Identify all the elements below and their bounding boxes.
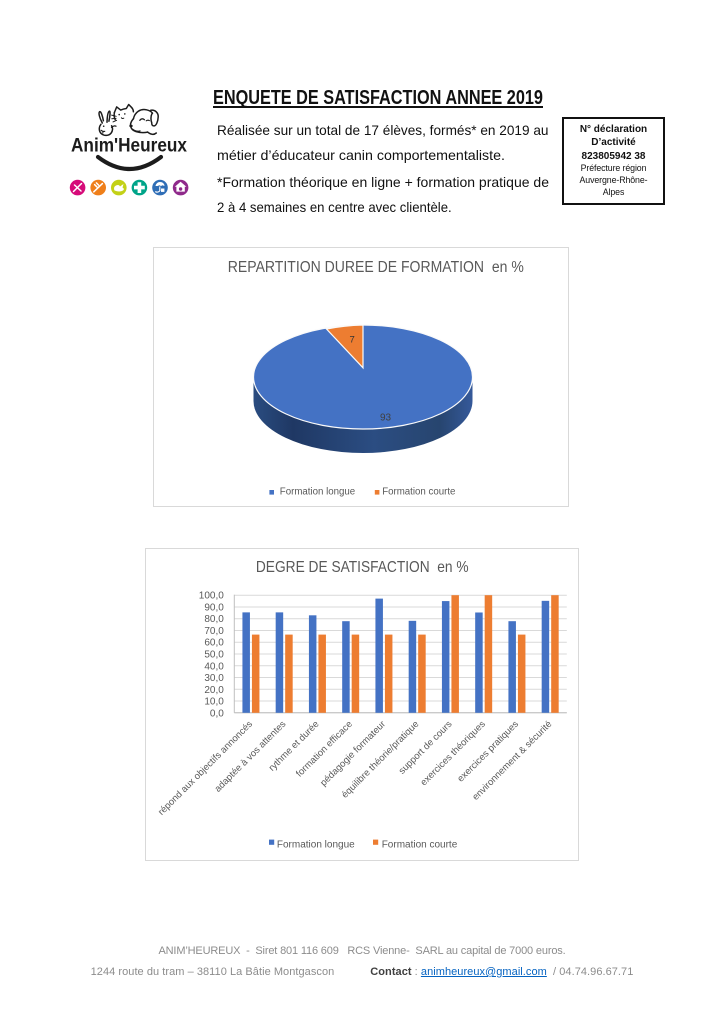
svg-text:exercices pratiques: exercices pratiques [455,719,521,785]
svg-text:60,0: 60,0 [204,638,224,649]
svg-text:7: 7 [350,335,355,346]
svg-text:10,0: 10,0 [204,697,224,708]
svg-text:100,0: 100,0 [199,591,224,602]
svg-text:Formation courte: Formation courte [382,840,458,851]
svg-text:93: 93 [380,413,392,424]
svg-text:Anim'Heureux: Anim'Heureux [71,136,187,157]
svg-text:20,0: 20,0 [204,685,224,696]
svg-text:70,0: 70,0 [204,626,224,637]
svg-text:REPARTITION DUREE DE FORMATION: REPARTITION DUREE DE FORMATION en % [228,259,524,276]
svg-text:Formation courte: Formation courte [382,487,455,498]
svg-text:40,0: 40,0 [204,661,224,672]
svg-text:Formation longue: Formation longue [280,487,355,498]
svg-text:DEGRE DE SATISFACTION en %: DEGRE DE SATISFACTION en % [256,559,469,576]
svg-text:50,0: 50,0 [204,650,224,661]
svg-text:0,0: 0,0 [210,708,224,719]
svg-text:80,0: 80,0 [204,614,224,625]
svg-text:30,0: 30,0 [204,673,224,684]
svg-text:90,0: 90,0 [204,602,224,613]
svg-text:formation efficace: formation efficace [294,719,355,780]
svg-text:Formation longue: Formation longue [277,840,355,851]
